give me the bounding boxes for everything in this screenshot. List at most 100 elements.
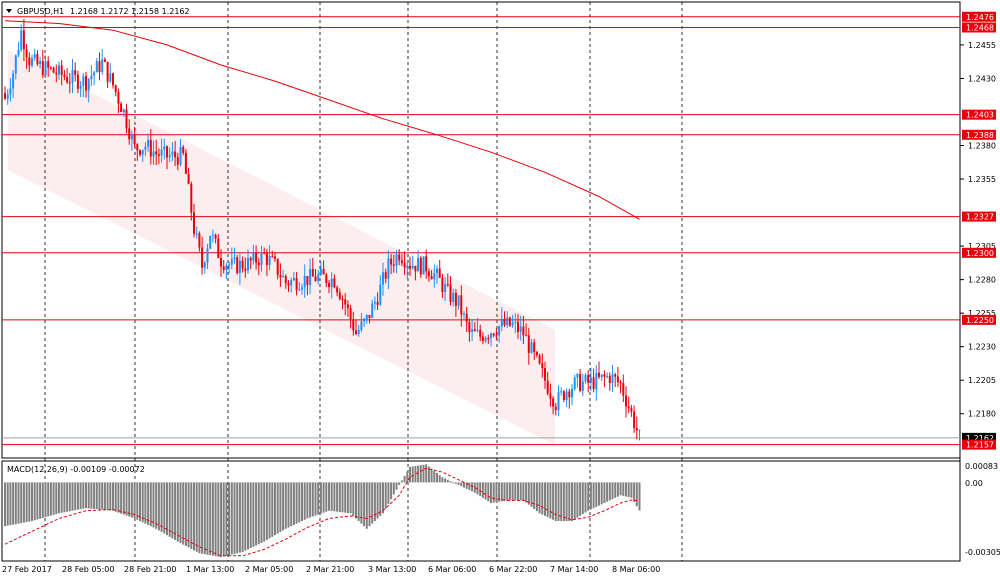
macd-bar — [36, 482, 39, 520]
candle-body — [603, 374, 606, 377]
candle-body — [560, 391, 563, 393]
macd-bar — [236, 482, 239, 554]
candle-body — [214, 234, 217, 239]
macd-bar — [579, 482, 582, 516]
level-tag-bg — [962, 22, 996, 33]
candle-body — [535, 352, 538, 356]
macd-bar — [498, 482, 501, 502]
macd-bar — [265, 482, 268, 541]
candle-body — [438, 268, 441, 278]
price-tick-label: 1.2230 — [968, 343, 996, 352]
macd-bar — [90, 482, 93, 509]
candle-body — [139, 150, 141, 155]
macd-bar — [395, 482, 398, 490]
price-axis: 1.2455 1.2430 1.2380 1.2355 1.2305 1.2280 1.22… — [960, 41, 996, 419]
macd-bar — [74, 482, 77, 511]
macd-bar — [608, 482, 611, 501]
macd-bar — [17, 482, 20, 524]
candle-body — [255, 252, 258, 263]
macd-bar — [241, 482, 244, 552]
macd-bar — [284, 482, 287, 529]
macd-bar — [517, 482, 519, 501]
price-tick-label: 1.2430 — [968, 74, 996, 83]
candle-body — [317, 274, 320, 281]
candle-body — [382, 272, 384, 285]
macd-bar — [263, 482, 266, 542]
macd-bar — [638, 482, 641, 511]
price-tick-label: 1.2355 — [968, 175, 996, 184]
candle-body — [503, 318, 506, 326]
macd-bar — [535, 482, 538, 512]
candle-body — [190, 183, 193, 213]
macd-bar — [155, 482, 158, 529]
candle-body — [31, 58, 33, 66]
macd-bar — [255, 482, 258, 546]
candle-body — [598, 372, 600, 377]
candle-body — [630, 408, 633, 412]
macd-bar — [257, 482, 260, 545]
candle-body — [606, 375, 609, 377]
candle-body — [17, 49, 20, 56]
candle-body — [400, 260, 403, 264]
price-tick-label: 1.2305 — [968, 242, 996, 251]
candle-body — [336, 287, 339, 293]
macd-bar — [152, 482, 155, 528]
candle-body — [608, 375, 611, 383]
candle-body — [163, 146, 166, 150]
macd-bar — [282, 482, 285, 531]
candle-body — [527, 335, 530, 353]
macd-bar — [492, 482, 495, 503]
macd-bar — [274, 482, 276, 536]
candle-body — [460, 295, 463, 315]
level-tag-bg — [962, 109, 996, 120]
level-tag-label: 1.2476 — [966, 13, 994, 22]
macd-bar — [201, 482, 204, 554]
macd-bar — [82, 482, 85, 509]
candle-body — [444, 284, 447, 292]
candle-body — [66, 77, 69, 83]
macd-bar — [454, 482, 457, 484]
time-tick-label: 1 Mar 13:00 — [186, 565, 234, 574]
ohlc-readout: 1.2168 1.2172 1.2158 1.2162 — [70, 7, 190, 16]
candle-body — [419, 257, 422, 275]
macd-histogram — [4, 464, 641, 558]
candle-body — [282, 276, 285, 278]
macd-bar — [341, 482, 344, 513]
macd-bar — [603, 482, 606, 504]
candle-body — [228, 264, 231, 266]
macd-bar — [287, 482, 290, 528]
macd-scale-zero: 0.00 — [965, 479, 983, 488]
level-tag-bg — [962, 432, 996, 443]
macd-bar — [419, 465, 422, 483]
macd-bar — [179, 482, 182, 544]
macd-bar — [139, 482, 141, 522]
macd-bar — [384, 482, 387, 509]
time-tick-label: 7 Mar 14:00 — [550, 565, 598, 574]
macd-bar — [33, 482, 36, 521]
candle-body — [20, 30, 23, 50]
macd-bar — [479, 482, 482, 497]
candle-body — [276, 258, 279, 276]
candle-body — [346, 304, 349, 308]
candle-body — [76, 74, 79, 89]
candle-body — [622, 382, 625, 396]
candle-body — [387, 258, 390, 279]
candle-body — [368, 315, 371, 318]
macd-bar — [306, 482, 309, 519]
candle-body — [373, 301, 376, 304]
candle-body — [95, 61, 98, 73]
macd-bar — [328, 482, 330, 511]
candle-body — [268, 256, 271, 265]
macd-bar — [193, 482, 195, 551]
candle-body — [495, 335, 498, 337]
candle-body — [193, 212, 195, 234]
macd-bar — [22, 482, 25, 523]
candle-body — [592, 377, 595, 390]
price-tick-label: 1.2180 — [968, 410, 996, 419]
symbol-dropdown-icon[interactable] — [6, 9, 12, 13]
candle-body — [565, 391, 568, 401]
candle-body — [133, 134, 136, 145]
candle-body — [263, 252, 266, 254]
macd-bar — [166, 482, 168, 536]
